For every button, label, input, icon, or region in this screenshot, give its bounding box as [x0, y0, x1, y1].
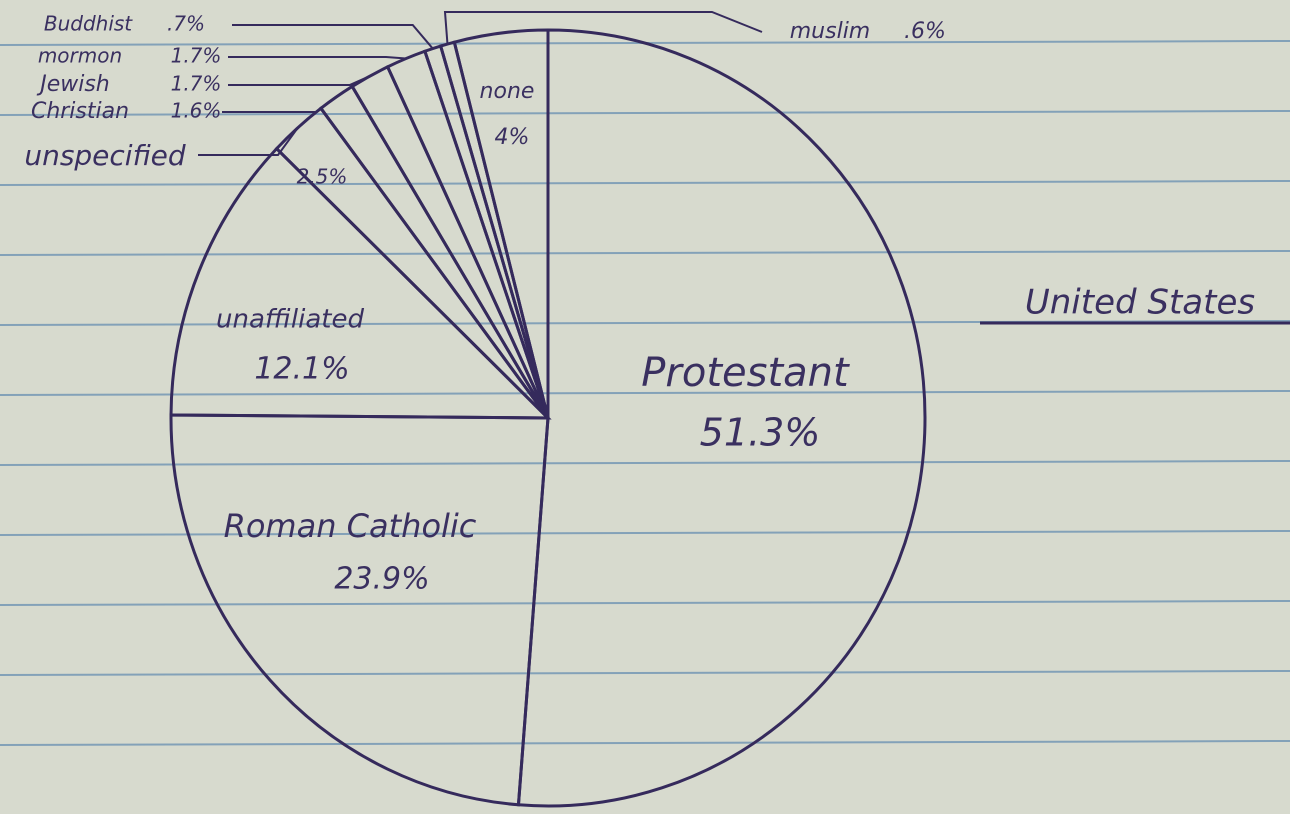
leader-line — [228, 56, 407, 60]
slice-name: mormon — [38, 44, 122, 68]
slice-name: Jewish — [36, 72, 110, 97]
slice-value-label: 2.5% — [297, 165, 348, 189]
slice-value-label: 23.9% — [334, 562, 429, 597]
leader-line — [222, 96, 337, 113]
leader-line — [228, 75, 371, 86]
paper-line — [0, 600, 1290, 606]
slice-name: Buddhist — [44, 12, 133, 36]
paper-line — [0, 180, 1290, 186]
slice-name: Protestant — [641, 350, 850, 396]
slice-value-label: 4% — [495, 125, 530, 150]
chart-title: United States — [1025, 283, 1255, 323]
slice-value-label: .6% — [904, 19, 946, 44]
slice-name: unspecified — [24, 139, 186, 172]
paper-line — [0, 740, 1290, 746]
pie-slice — [516, 28, 927, 808]
slice-value-label: 1.7% — [171, 44, 222, 68]
slice-value-label: 12.1% — [254, 352, 349, 387]
slice-value-label: .7% — [167, 12, 205, 36]
leader-line — [232, 24, 434, 50]
paper-line — [0, 250, 1290, 256]
pie-slice — [452, 28, 550, 419]
paper-line — [0, 390, 1290, 396]
slice-name: Christian — [31, 99, 129, 124]
paper-line — [0, 110, 1290, 116]
slice-name: unaffiliated — [216, 305, 364, 335]
paper-lines — [0, 40, 1290, 746]
slice-value-label: 1.6% — [171, 99, 222, 123]
leader-line — [198, 126, 299, 156]
slice-name: none — [480, 79, 535, 104]
slice-name: muslim — [790, 19, 871, 44]
slice-name: Roman Catholic — [224, 507, 477, 545]
slice-value-label: 1.7% — [171, 72, 222, 96]
paper-line — [0, 460, 1290, 466]
pie-slice — [169, 146, 552, 420]
leader-line — [443, 11, 763, 45]
paper-line — [0, 670, 1290, 676]
slice-value-label: 51.3% — [700, 411, 821, 455]
paper-line — [0, 530, 1290, 536]
pie-slice — [169, 413, 550, 807]
